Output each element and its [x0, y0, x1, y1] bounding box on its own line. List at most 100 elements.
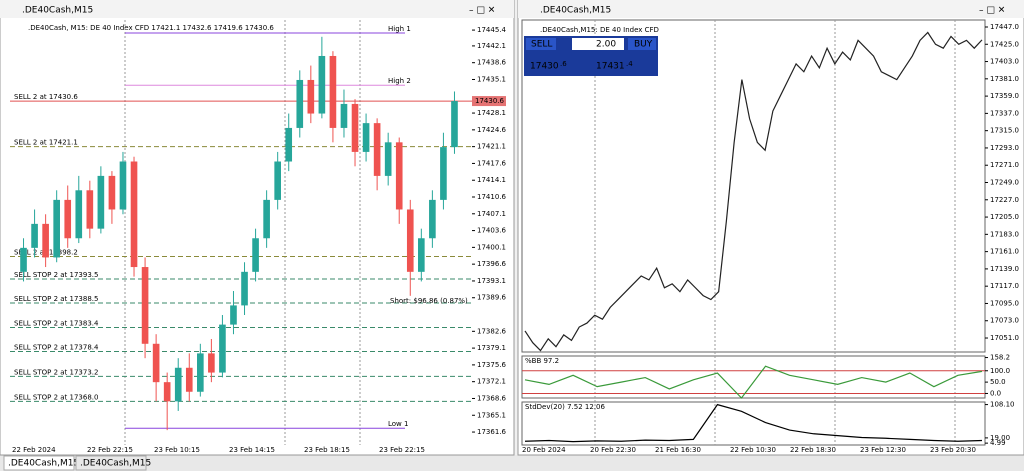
- y-tick-label: 17428.1: [477, 109, 506, 117]
- order-label: SELL STOP 2 at 17373.2: [14, 368, 98, 376]
- candle-body: [185, 367, 193, 392]
- y-tick-label: 19.00: [990, 434, 1010, 442]
- volume-box[interactable]: [572, 38, 624, 50]
- candle-body: [451, 101, 458, 148]
- x-tick-label: 23 Feb 10:15: [154, 446, 200, 454]
- x-tick-label: 22 Feb 22:15: [87, 446, 133, 454]
- candle-body: [307, 79, 315, 114]
- x-tick-label: 20 Feb 2024: [522, 446, 566, 454]
- tab-bar: [0, 455, 1024, 471]
- tab-label: .DE40Cash,M15: [80, 459, 151, 469]
- y-tick-label: 0.0: [990, 389, 1001, 397]
- tab[interactable]: [75, 455, 147, 471]
- y-tick-label: 17227.0: [990, 196, 1019, 204]
- y-tick-label: 17315.0: [990, 127, 1019, 135]
- price-badge: [472, 96, 506, 107]
- y-tick-label: 100.0: [990, 367, 1010, 375]
- candle-body: [86, 190, 94, 229]
- bb-line: [524, 365, 983, 399]
- y-tick-label: 17073.0: [990, 317, 1019, 325]
- window: [0, 0, 515, 456]
- candle-body: [362, 123, 370, 152]
- y-tick-label: 4.99: [990, 439, 1006, 447]
- level-label: High 2: [388, 77, 411, 85]
- stddev-line: [524, 403, 983, 443]
- y-tick-label: 17382.6: [477, 327, 506, 335]
- y-tick-label: 108.10: [990, 401, 1015, 409]
- candle-body: [285, 127, 293, 162]
- x-tick-label: 23 Feb 14:15: [229, 446, 275, 454]
- candle-body: [31, 223, 38, 248]
- candle-body: [97, 175, 105, 229]
- y-tick-label: 17442.1: [477, 42, 506, 50]
- y-tick-label: 17421.1: [477, 143, 506, 151]
- level-label: High 1: [388, 25, 411, 33]
- candle-body: [108, 175, 116, 210]
- y-tick-label: 17368.6: [477, 394, 506, 402]
- sell-button[interactable]: [526, 38, 556, 50]
- order-label: SELL STOP 2 at 17378.4: [14, 343, 99, 351]
- candle-body: [418, 238, 425, 272]
- short-label: Short: $96.86 (0.87%): [390, 297, 468, 305]
- y-tick-label: 17447.0: [990, 23, 1019, 31]
- y-tick-label: 17365.1: [477, 411, 506, 419]
- candle-body: [230, 305, 237, 325]
- candle-body: [130, 161, 138, 268]
- tab-label: .DE40Cash,M15: [8, 459, 79, 469]
- y-tick-label: 17410.6: [477, 193, 506, 201]
- y-tick-label: 17051.0: [990, 334, 1019, 342]
- candle-body: [395, 142, 403, 210]
- candle-body: [197, 353, 204, 392]
- chart-info: .DE40Cash,M15: DE 40 Index CFD: [540, 26, 659, 34]
- price-line: [524, 31, 983, 352]
- window-title: .DE40Cash,M15: [540, 6, 611, 16]
- candle-body: [263, 199, 270, 239]
- x-tick-label: 21 Feb 16:30: [655, 446, 701, 454]
- candle-body: [119, 161, 127, 210]
- y-tick-label: 17372.1: [477, 378, 506, 386]
- window-controls: – □ ✕: [469, 6, 495, 16]
- candle-body: [141, 267, 149, 344]
- y-tick-label: 158.2: [990, 354, 1010, 362]
- candle-body: [163, 382, 171, 402]
- y-tick-label: 17361.6: [477, 428, 506, 436]
- y-tick-label: 17337.0: [990, 109, 1019, 117]
- candle-body: [274, 161, 281, 200]
- x-tick-label: 23 Feb 18:15: [304, 446, 350, 454]
- candle-body: [152, 343, 160, 383]
- y-tick-label: 17403.0: [990, 58, 1019, 66]
- tab[interactable]: [3, 455, 75, 471]
- panel: [521, 355, 986, 399]
- x-tick-label: 22 Feb 2024: [12, 446, 56, 454]
- y-tick-label: 17381.0: [990, 75, 1019, 83]
- order-label: SELL STOP 2 at 17383.4: [14, 319, 99, 327]
- bid-fraction: .6: [560, 60, 567, 68]
- candle-body: [64, 199, 72, 239]
- x-tick-label: 23 Feb 22:15: [379, 446, 425, 454]
- y-tick-label: 17389.6: [477, 294, 506, 302]
- title-bar: [518, 0, 1024, 18]
- candle-body: [318, 55, 326, 114]
- candle-body: [429, 199, 436, 239]
- volume: 2.00: [596, 40, 616, 50]
- y-tick-label: 17407.1: [477, 210, 506, 218]
- x-tick-label: 20 Feb 22:30: [590, 446, 636, 454]
- y-tick-label: 50.0: [990, 378, 1006, 386]
- bid-main: 17430: [530, 62, 559, 72]
- y-tick-label: 17359.0: [990, 92, 1019, 100]
- title-bar: [0, 0, 514, 18]
- y-tick-label: 17205.0: [990, 213, 1019, 221]
- y-tick-label: 17424.6: [477, 126, 506, 134]
- order-label: SELL STOP 2 at 17388.5: [14, 295, 98, 303]
- order-label: SELL 2 at 17430.6: [14, 93, 78, 101]
- x-tick-label: 22 Feb 18:30: [790, 446, 836, 454]
- window-title: .DE40Cash,M15: [22, 6, 93, 16]
- candle-body: [252, 238, 259, 272]
- candle-body: [340, 103, 348, 128]
- sell-label: SELL: [531, 40, 552, 50]
- buy-button[interactable]: [628, 38, 656, 50]
- buy-label: BUY: [634, 40, 653, 50]
- y-tick-label: 17403.6: [477, 227, 506, 235]
- candle-body: [208, 353, 215, 373]
- x-tick-label: 22 Feb 10:30: [730, 446, 776, 454]
